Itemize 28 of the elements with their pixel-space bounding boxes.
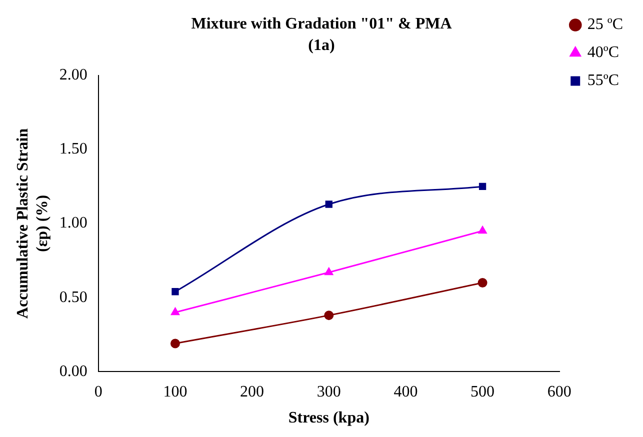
x-axis-title: Stress (kpa)	[288, 410, 370, 427]
y-tick-label: 0.00	[59, 362, 88, 380]
y-tick-label: 0.50	[59, 288, 88, 306]
point	[478, 226, 487, 234]
point	[171, 308, 180, 316]
point	[478, 182, 486, 190]
chart-subtitle: (1a)	[308, 36, 335, 54]
x-tick-label: 300	[316, 383, 341, 400]
legend-label: 40ºC	[587, 44, 620, 62]
point	[324, 268, 334, 276]
point	[325, 200, 332, 208]
point	[170, 338, 180, 348]
x-tick-label: 200	[240, 383, 264, 400]
point	[324, 310, 334, 320]
point	[478, 278, 488, 288]
y-axis-title: Accumulative Plastic Strain (εp) (%)	[14, 128, 51, 319]
legend-label: 25 ºC	[587, 16, 624, 34]
legend-label: 55ºC	[587, 72, 620, 90]
chart-title: Mixture with Gradation "01" & PMA	[191, 16, 452, 33]
y-tick-label: 1.50	[59, 140, 88, 158]
x-tick-label: 0	[94, 383, 102, 400]
y-tick-label: 2.00	[59, 66, 88, 84]
y-tick-label: 1.00	[59, 214, 88, 232]
x-tick-label: 500	[470, 383, 495, 400]
x-tick-label: 400	[394, 383, 418, 400]
x-tick-label: 600	[547, 383, 572, 400]
point	[172, 288, 179, 296]
x-tick-label: 100	[163, 383, 188, 400]
